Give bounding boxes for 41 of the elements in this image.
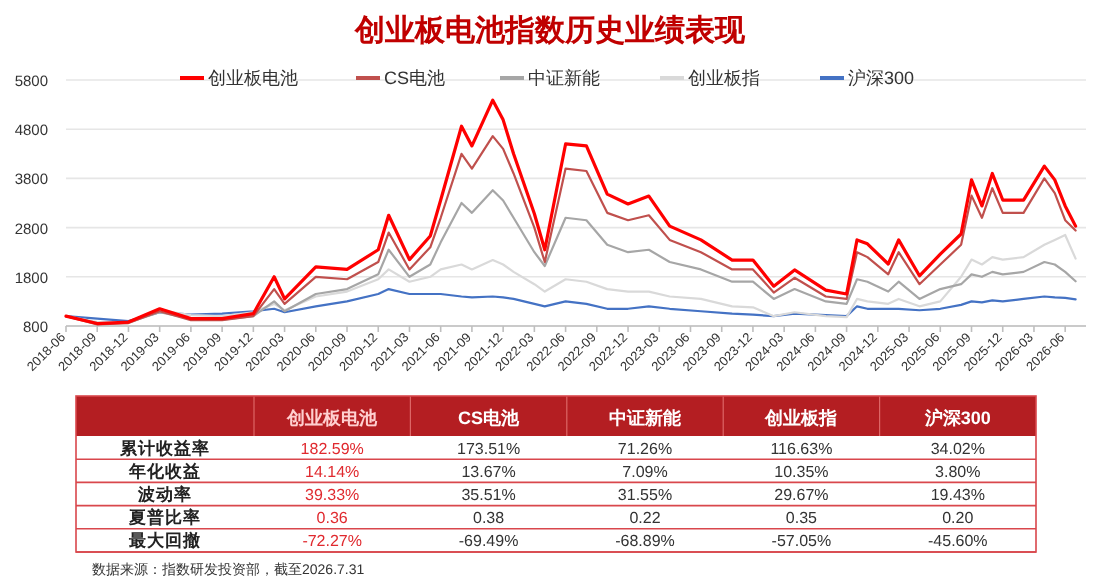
text: 14.14% xyxy=(305,462,360,481)
legend-label: 创业板指 xyxy=(688,68,760,88)
text: 10.35% xyxy=(774,462,829,481)
category-label: 中证新能 xyxy=(609,408,683,428)
text: 0.36 xyxy=(316,509,348,528)
legend-label: 中证新能 xyxy=(528,68,600,88)
legend-label: 创业板电池 xyxy=(208,68,298,88)
text: 19.43% xyxy=(930,486,985,504)
text: -45.60% xyxy=(928,532,988,551)
text: 39.33% xyxy=(305,486,360,504)
category-label: 创业板指 xyxy=(763,408,838,428)
text: 0.20 xyxy=(942,509,974,528)
text: 13.67% xyxy=(461,462,516,481)
text: -68.89% xyxy=(615,532,675,551)
text: 3.80% xyxy=(935,462,981,481)
text: 7.09% xyxy=(622,462,668,481)
text: 182.59% xyxy=(300,439,364,458)
text: 29.67% xyxy=(774,486,829,504)
category-label: 创业板电池 xyxy=(285,408,380,428)
category-label: 沪深300 xyxy=(922,408,991,428)
chart-title: 创业板电池指数历史业绩表现 xyxy=(353,14,747,48)
category-label: CS电池 xyxy=(458,408,522,428)
text: 34.02% xyxy=(930,439,985,458)
category-label: 最大回撤 xyxy=(129,530,201,551)
category-label: 年化收益 xyxy=(129,460,201,481)
category-label: 累计收益率 xyxy=(120,437,210,458)
text: 173.51% xyxy=(457,439,521,458)
text: -57.05% xyxy=(771,532,832,551)
text: 31.55% xyxy=(617,486,673,504)
category-label: 波动率 xyxy=(138,484,192,504)
text: 116.63% xyxy=(770,439,833,458)
text: 35.51% xyxy=(461,486,516,504)
text: 0.35 xyxy=(785,509,817,528)
category-label: 夏普比率 xyxy=(129,507,201,528)
text: -69.49% xyxy=(458,532,519,551)
legend-label: 沪深300 xyxy=(848,68,915,88)
text: 0.22 xyxy=(629,509,661,528)
text: 0.38 xyxy=(473,509,505,528)
text: 71.26% xyxy=(617,439,673,458)
legend-label: CS电池 xyxy=(384,68,446,88)
text: -72.27% xyxy=(302,532,362,551)
